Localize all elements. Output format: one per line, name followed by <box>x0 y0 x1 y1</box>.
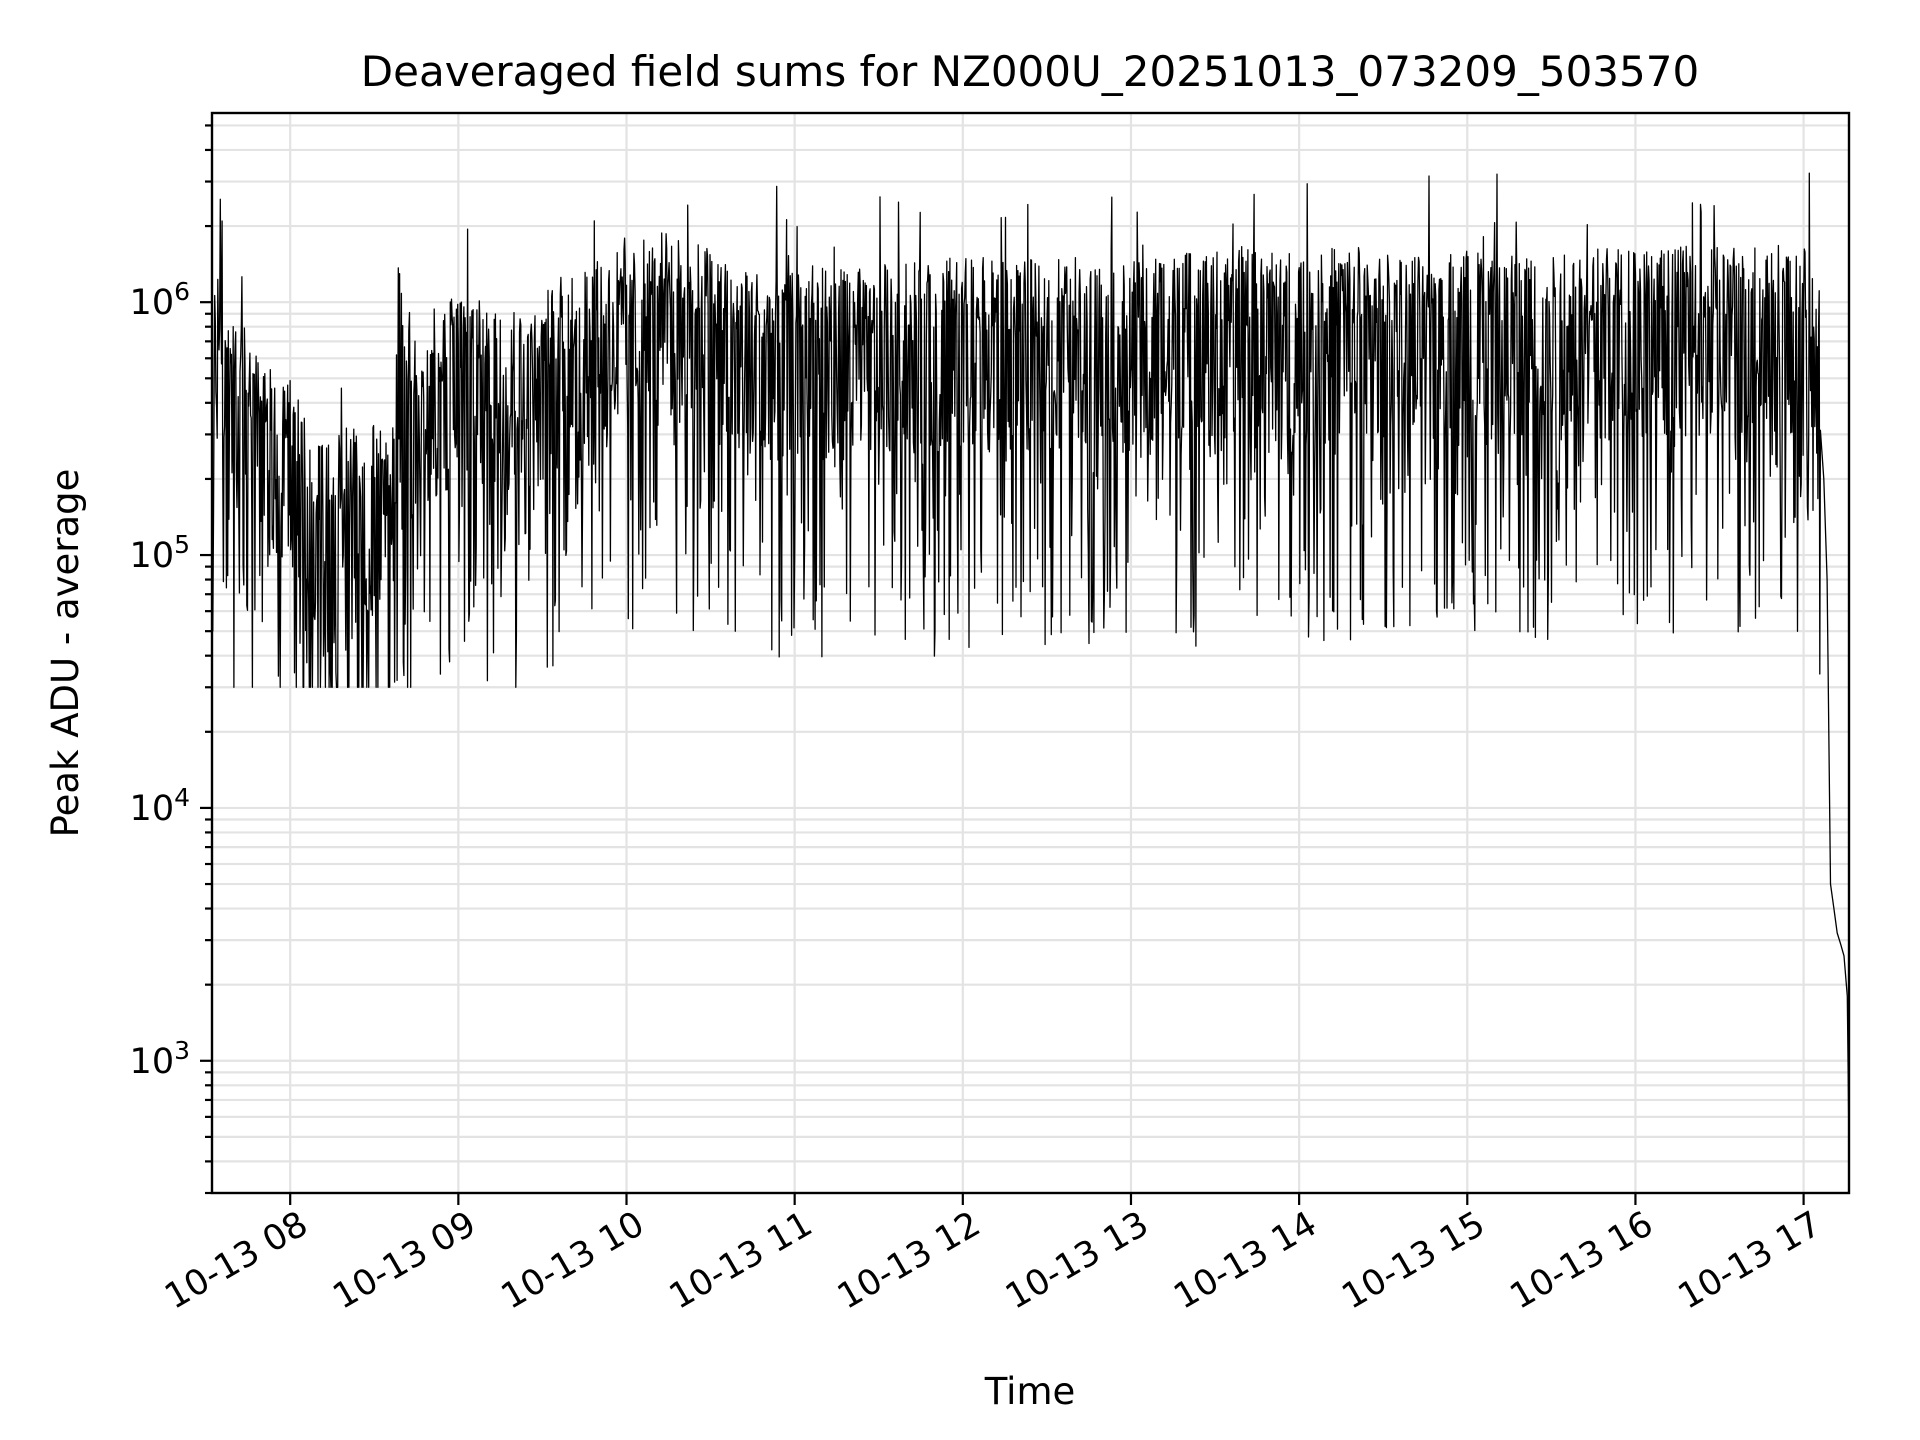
y-tick-base: 10 <box>130 1042 175 1082</box>
y-tick-exponent: 6 <box>174 277 190 306</box>
y-tick-label: 103 <box>130 1036 190 1082</box>
y-tick-exponent: 4 <box>174 783 190 812</box>
y-tick-label: 104 <box>130 783 190 829</box>
y-tick-base: 10 <box>130 283 175 323</box>
y-tick-label: 105 <box>130 530 190 576</box>
series-line <box>212 172 1850 1149</box>
series-layer <box>212 172 1850 1149</box>
y-tick-exponent: 3 <box>174 1036 190 1065</box>
y-tick-base: 10 <box>130 789 175 829</box>
y-tick-exponent: 5 <box>174 530 190 559</box>
y-tick-label: 106 <box>130 277 190 323</box>
y-axis-label: Peak ADU - average <box>44 469 87 838</box>
x-axis-label: Time <box>984 1370 1076 1413</box>
y-tick-base: 10 <box>130 536 175 576</box>
chart-title: Deaveraged field sums for NZ000U_2025101… <box>361 47 1699 96</box>
plot-frame <box>210 111 1851 1195</box>
